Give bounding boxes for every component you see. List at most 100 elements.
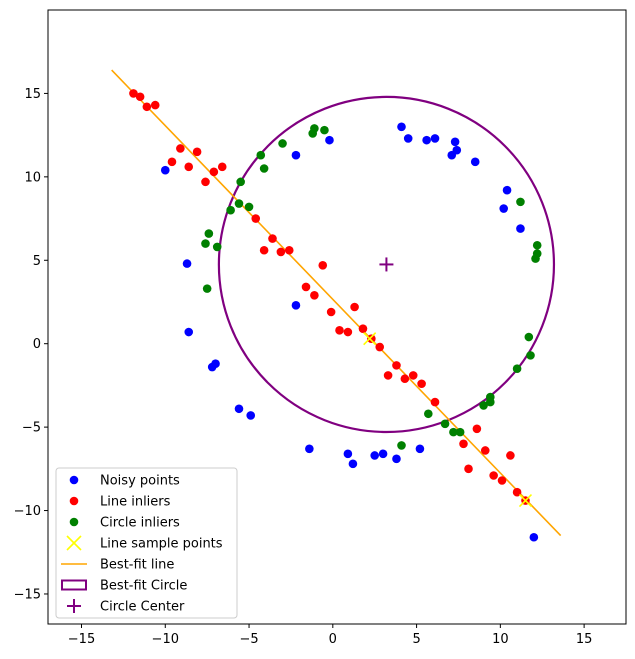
circle-inlier-point <box>244 202 254 212</box>
circle-inlier-point <box>234 199 244 208</box>
line-inlier-point <box>489 471 498 480</box>
fit-overlays <box>111 69 562 537</box>
legend-marker <box>69 475 79 485</box>
circle-inlier-point <box>512 364 522 374</box>
line-inlier-point <box>284 245 294 255</box>
line-inlier-point <box>276 247 286 257</box>
noisy-point <box>343 449 353 459</box>
line-inlier-point <box>201 177 210 187</box>
x-tick-label: 10 <box>492 632 509 647</box>
legend-entry: Circle inliers <box>69 516 180 531</box>
line-inlier-point <box>430 397 440 407</box>
noisy-point <box>403 134 413 143</box>
y-tick-label: 15 <box>24 87 41 102</box>
line-inlier-point <box>358 324 368 333</box>
legend-label: Line inliers <box>100 495 171 510</box>
noisy-point <box>452 145 462 155</box>
line-inlier-point <box>326 307 336 317</box>
line-sample-point <box>518 493 533 508</box>
noisy-point <box>305 444 314 454</box>
circle-inlier-point <box>226 205 235 215</box>
best-fit-line <box>111 69 562 537</box>
line-inlier-point <box>209 167 219 177</box>
y-tick-label: 0 <box>33 337 41 352</box>
data-points <box>129 89 542 542</box>
noisy-point <box>211 359 220 369</box>
legend: Noisy points Line inliers Circle inliers Li… <box>55 467 238 619</box>
x-axis: −15 −10 −5 0 5 10 15 <box>68 624 592 647</box>
circle-inlier-point <box>236 177 245 187</box>
legend-marker <box>69 517 79 527</box>
line-inlier-point <box>392 361 401 370</box>
circle-inlier-point <box>449 427 458 437</box>
y-tick-label: −5 <box>22 421 41 436</box>
line-inlier-point <box>310 291 319 300</box>
circle-inlier-point <box>320 125 329 135</box>
noisy-point <box>397 122 406 132</box>
circle-inlier-point <box>532 240 542 250</box>
legend-label: Circle inliers <box>100 516 180 531</box>
x-tick-label: 5 <box>412 632 420 647</box>
line-inlier-point <box>176 144 185 153</box>
noisy-point <box>291 301 301 310</box>
x-tick-label: 0 <box>329 632 337 647</box>
circle-inlier-point <box>259 164 269 173</box>
circle-inlier-point <box>202 284 212 293</box>
legend-label: Noisy points <box>100 474 180 489</box>
line-inlier-point <box>512 487 522 497</box>
line-inlier-point <box>259 245 269 255</box>
circle-inlier-point <box>201 239 210 248</box>
line-inlier-point <box>464 464 473 474</box>
noisy-point <box>392 454 401 464</box>
noisy-point <box>182 259 192 268</box>
noisy-point <box>430 134 440 143</box>
circle-inlier-point <box>397 441 406 450</box>
legend-entry: Best-fit line <box>61 558 174 573</box>
line-inlier-point <box>480 446 490 455</box>
line-inlier-point <box>192 147 202 157</box>
x-tick-label: −15 <box>68 632 95 647</box>
legend-label: Best-fit Circle <box>100 579 187 594</box>
legend-entry: Circle Center <box>67 599 185 615</box>
circle-inlier-point <box>212 242 222 252</box>
line-inlier-point <box>417 379 426 389</box>
line-inlier-point <box>343 327 353 337</box>
legend-box <box>55 467 238 619</box>
x-stroke <box>363 332 377 346</box>
x-tick-label: −10 <box>152 632 179 647</box>
circle-inlier-point <box>455 427 465 437</box>
line-inlier-point <box>335 326 344 335</box>
line-inlier-point <box>167 157 177 167</box>
noisy-point <box>450 137 460 147</box>
line-inlier-point <box>383 371 393 380</box>
line-inlier-point <box>506 451 515 460</box>
line-inlier-point <box>318 260 328 270</box>
noisy-point <box>415 444 425 454</box>
noisy-point <box>470 157 480 167</box>
legend-entry: Best-fit Circle <box>61 579 187 594</box>
legend-entry: Noisy points <box>69 474 180 489</box>
line-inlier-point <box>367 334 376 343</box>
circle-inlier-point <box>532 249 542 258</box>
circle-inlier-point <box>479 401 488 410</box>
line-inlier-point <box>459 439 468 449</box>
y-axis: −15 −10 −5 0 5 10 15 <box>14 87 48 602</box>
legend-label: Circle Center <box>100 600 185 615</box>
noisy-point <box>378 449 388 459</box>
noisy-point <box>529 532 539 542</box>
legend-marker <box>61 579 87 591</box>
y-tick-label: −10 <box>14 504 41 519</box>
line-inlier-point <box>217 162 227 172</box>
y-tick-label: 5 <box>33 254 41 269</box>
line-inlier-point <box>301 282 311 292</box>
y-tick-label: −15 <box>14 587 41 602</box>
line-inlier-point <box>135 92 145 102</box>
line-sample-point <box>363 332 377 346</box>
line-inlier-point <box>408 371 418 380</box>
legend-label: Best-fit line <box>100 558 174 573</box>
line-inlier-point <box>129 89 138 98</box>
noisy-point <box>184 327 194 337</box>
noisy-point <box>246 411 256 420</box>
circle-inlier-point <box>310 124 319 133</box>
